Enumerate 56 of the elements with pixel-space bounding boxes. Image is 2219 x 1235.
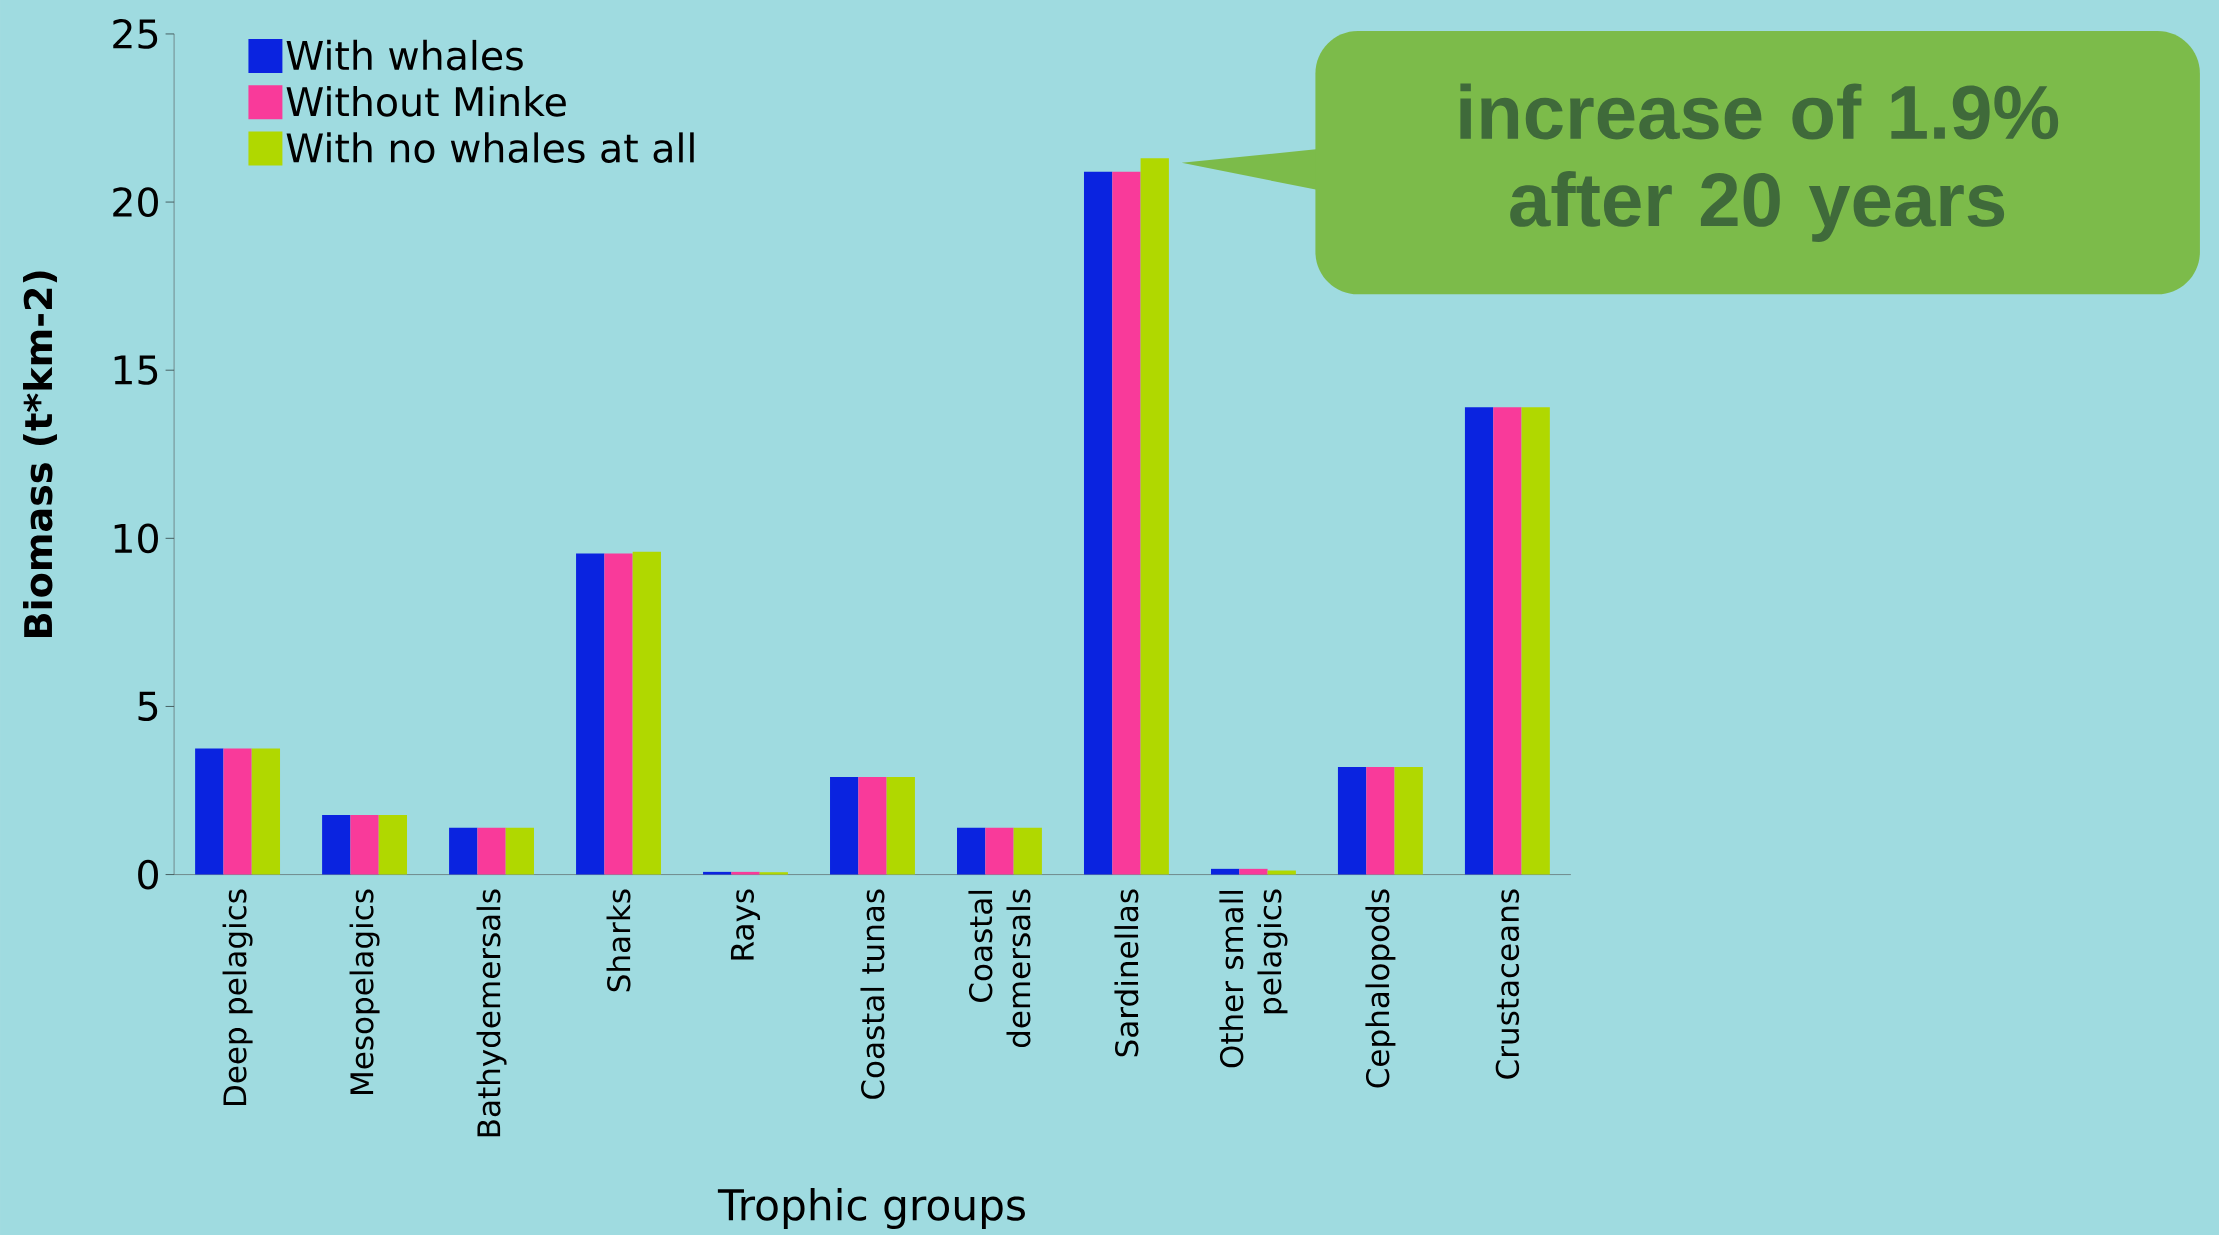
bar <box>1366 766 1395 875</box>
x-tick-label: Sardinellas <box>1114 889 1139 1057</box>
bar <box>1112 171 1141 875</box>
x-tick-label: Other small pelagics <box>1219 889 1288 1068</box>
x-tick-label: Coastal demersals <box>968 889 1031 1047</box>
bar <box>477 827 506 875</box>
x-tick-label: Sharks <box>606 889 631 992</box>
y-tick-label: 0 <box>138 859 158 890</box>
legend-label: With no whales at all <box>286 132 694 163</box>
bar <box>632 551 661 875</box>
bar <box>1493 406 1522 875</box>
bar <box>576 553 605 875</box>
bar <box>1394 766 1423 875</box>
x-tick-label: Cephalopods <box>1365 889 1396 1088</box>
bar <box>1013 827 1042 875</box>
bar <box>858 776 887 875</box>
x-tick-label: Mesopelagics <box>349 889 380 1094</box>
bar <box>830 776 859 875</box>
bar <box>195 748 224 875</box>
x-tick-label: Bathydemersals <box>476 889 507 1137</box>
x-tick-label: Coastal tunas <box>860 889 885 1099</box>
bar <box>322 814 351 875</box>
x-tick-label: Deep pelagics <box>222 889 253 1105</box>
y-tick-label: 10 <box>114 523 158 554</box>
bar <box>1140 158 1169 875</box>
bar <box>604 553 633 875</box>
bar <box>1267 870 1296 875</box>
bar <box>957 827 986 875</box>
y-tick-label: 25 <box>113 18 158 49</box>
x-tick-label: Rays <box>730 889 761 960</box>
y-tick-label: 5 <box>138 691 158 721</box>
bar <box>449 827 478 875</box>
annotation: increase of 1.9% after 20 years <box>1460 83 2059 242</box>
y-tick-label: 20 <box>113 186 158 217</box>
x-axis-title: Trophic groups <box>717 1187 1025 1229</box>
y-tick-label: 15 <box>114 355 158 385</box>
bar <box>759 872 788 875</box>
bar <box>1521 406 1550 875</box>
bar <box>731 871 760 875</box>
legend-label: With whales <box>286 39 523 71</box>
legend-label: Without Minke <box>286 85 566 117</box>
bar <box>223 748 252 875</box>
bar <box>1464 406 1494 875</box>
bar <box>1210 868 1240 875</box>
y-axis-title: Biomass (t*km-2) <box>23 271 57 637</box>
bar <box>251 748 281 875</box>
bar <box>985 827 1014 875</box>
x-tick-label: Crustaceans <box>1495 889 1520 1079</box>
bar <box>505 827 534 875</box>
bar <box>378 814 408 875</box>
bar <box>1239 868 1268 875</box>
bar <box>886 776 915 875</box>
bar <box>350 814 379 875</box>
bar <box>703 871 732 875</box>
bar <box>1083 171 1113 875</box>
bar <box>1337 766 1367 875</box>
